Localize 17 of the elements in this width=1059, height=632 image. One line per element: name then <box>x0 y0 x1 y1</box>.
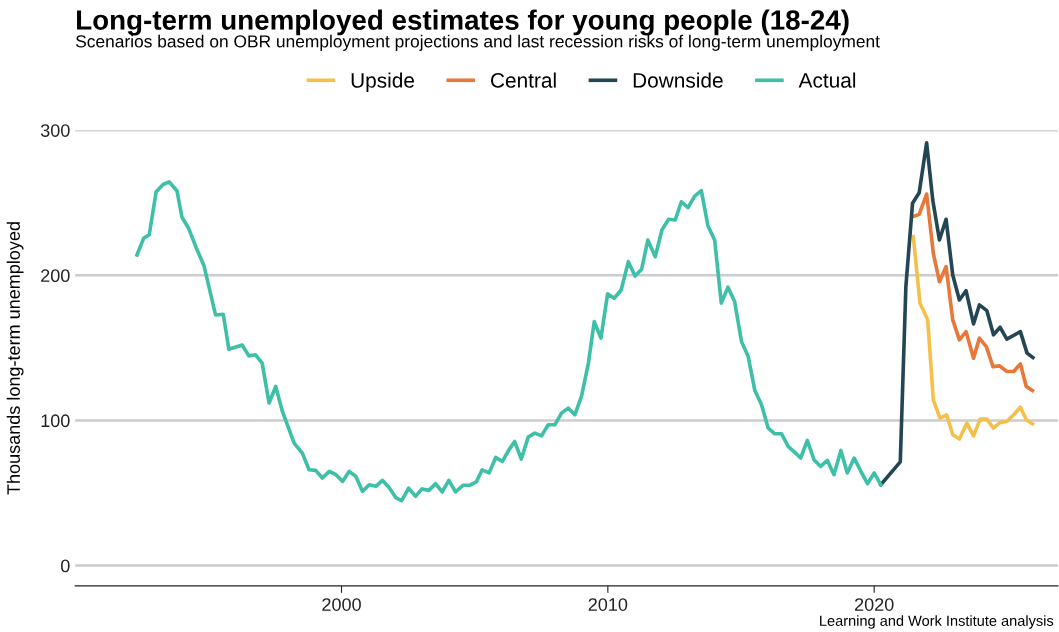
line-series <box>879 141 1035 487</box>
y-axis-title: Thousands long-term unemployed <box>6 222 24 495</box>
text: Learning and Work Institute analysis <box>820 615 1054 629</box>
y-tick-label: 100 <box>41 414 70 428</box>
legend-label: Downside <box>633 72 723 88</box>
y-tick-label: 300 <box>40 124 70 137</box>
line-series <box>910 192 1035 393</box>
legend-label: Central <box>491 72 556 88</box>
x-tick-label: 2000 <box>322 598 361 611</box>
x-tick-label: 2010 <box>588 598 628 611</box>
legend-label: Actual <box>798 72 856 88</box>
line-series <box>135 180 883 503</box>
y-tick-label: 200 <box>41 269 70 283</box>
y-tick-label: 0 <box>60 559 70 573</box>
legend-label: Upside <box>351 72 415 92</box>
x-tick-label: 2020 <box>855 598 894 611</box>
line-series <box>911 234 1035 441</box>
